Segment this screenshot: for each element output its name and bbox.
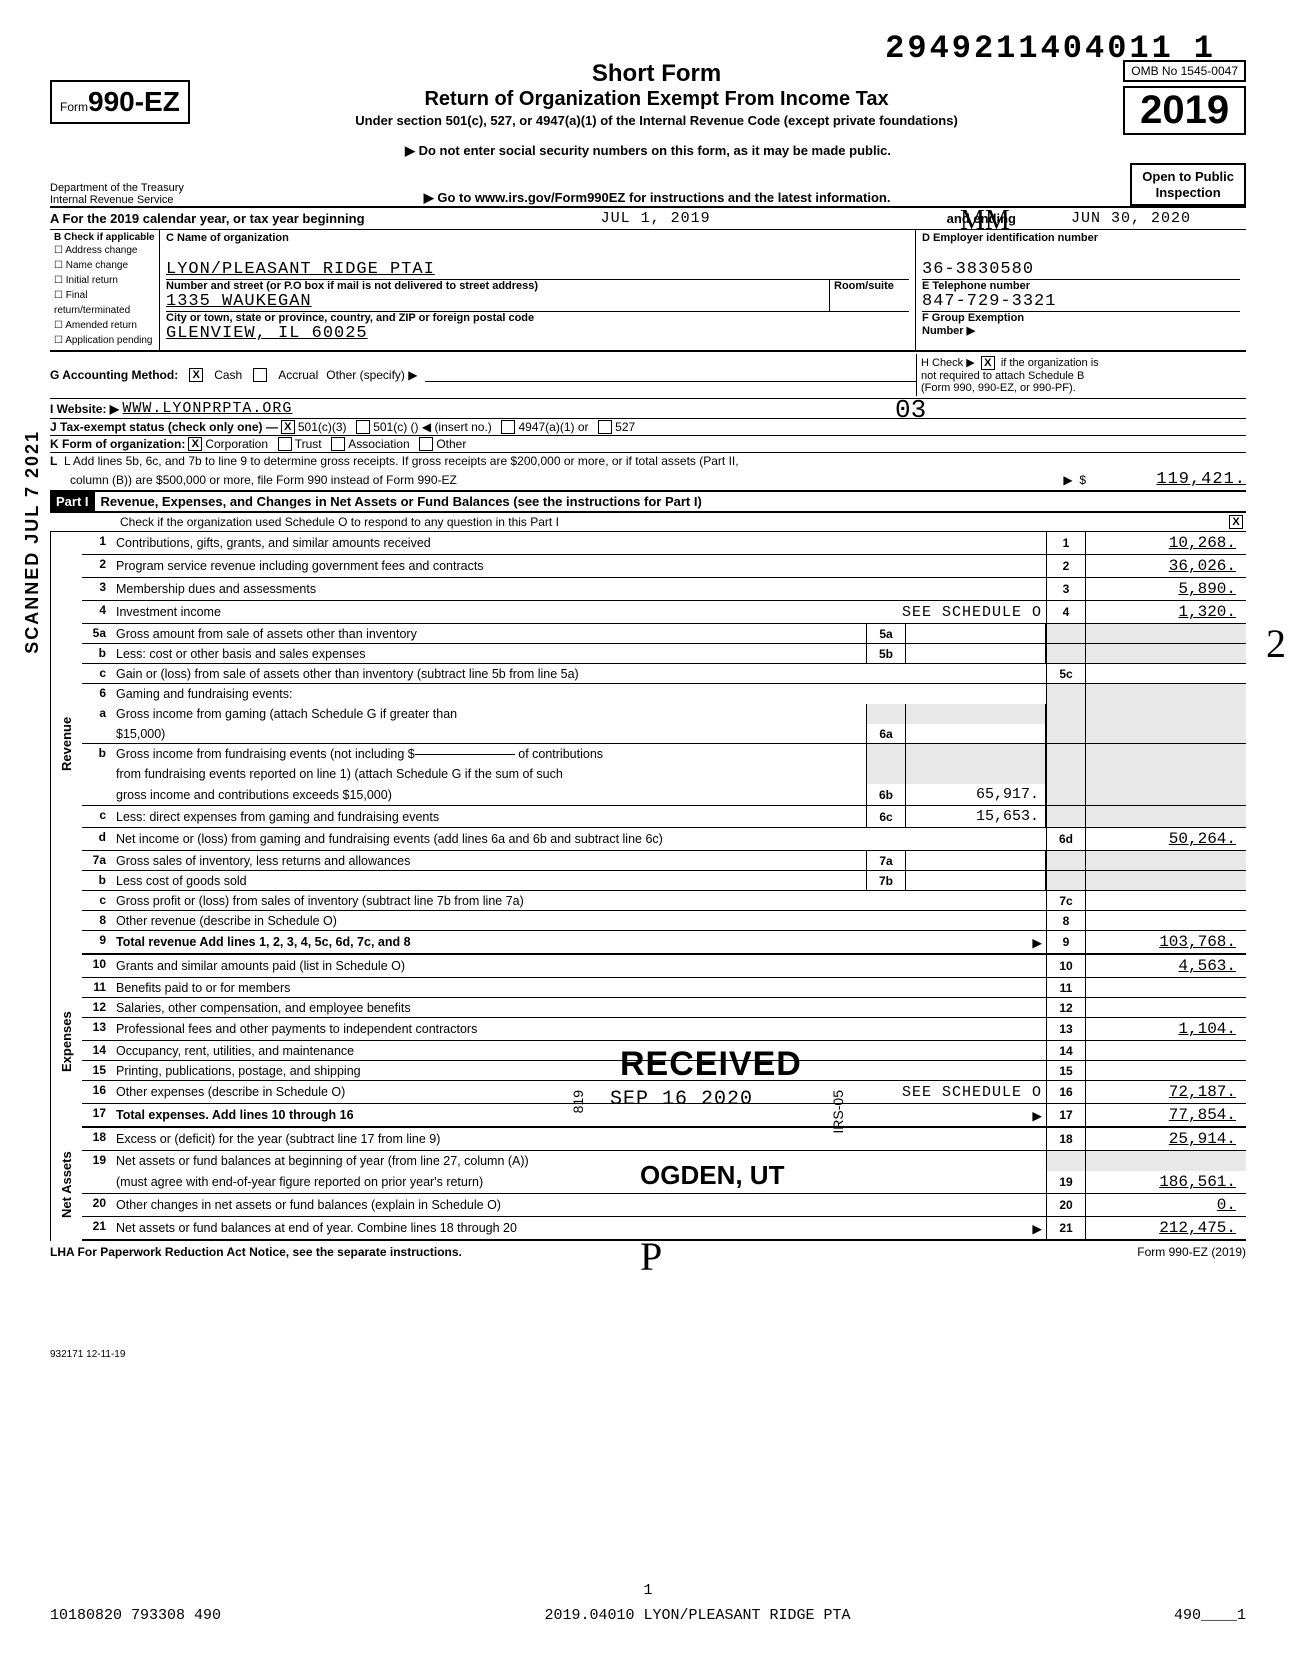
checkbox-other-org[interactable] — [419, 437, 433, 451]
line-6b-3: gross income and contributions exceeds $… — [82, 784, 1246, 806]
col-b-checkboxes: B Check if applicable Address change Nam… — [50, 230, 160, 350]
footer-page-number: 1 — [0, 1582, 1296, 1599]
row-g-accounting: G Accounting Method: XCash Accrual Other… — [50, 368, 916, 382]
row-l-gross-receipts: L L Add lines 5b, 6c, and 7b to line 9 t… — [50, 453, 1246, 469]
footer-rev-code: 932171 12-11-19 — [50, 1349, 1246, 1360]
goto-instructions: ▶ Go to www.irs.gov/Form990EZ for instru… — [184, 190, 1130, 206]
line-21: 21 Net assets or fund balances at end of… — [82, 1217, 1246, 1241]
line-7c: cGross profit or (loss) from sales of in… — [82, 891, 1246, 911]
col-c-org-info: C Name of organization LYON/PLEASANT RID… — [160, 230, 916, 350]
org-city: GLENVIEW, IL 60025 — [166, 324, 909, 343]
line-5b: bLess: cost or other basis and sales exp… — [82, 644, 1246, 664]
part-i-header: Part I Revenue, Expenses, and Changes in… — [50, 491, 1246, 513]
label-phone: E Telephone number — [922, 280, 1240, 292]
gross-receipts-value: 119,421. — [1086, 470, 1246, 489]
footer-bottom: 10180820 793308 490 2019.04010 LYON/PLEA… — [50, 1607, 1246, 1624]
org-street: 1335 WAUKEGAN — [166, 292, 829, 311]
line-5c: cGain or (loss) from sale of assets othe… — [82, 664, 1246, 684]
open-to-public: Open to Public Inspection — [1130, 163, 1246, 206]
line-7b: bLess cost of goods sold 7b — [82, 871, 1246, 891]
line-13: 13Professional fees and other payments t… — [82, 1018, 1246, 1041]
stamp-received: RECEIVED — [620, 1045, 802, 1084]
checkbox-sched-b[interactable]: X — [981, 356, 995, 370]
stamp-date: SEP 16 2020 — [610, 1088, 753, 1111]
label-group-exemption: F Group Exemption — [922, 312, 1240, 324]
line-10: 10 Grants and similar amounts paid (list… — [82, 955, 1246, 978]
stamp-irs: IRS-05 — [830, 1090, 846, 1134]
line-6b: b Gross income from fundraising events (… — [82, 744, 1246, 764]
phone-value: 847-729-3321 — [922, 292, 1240, 311]
handwriting-p: P — [640, 1233, 662, 1280]
handwriting-03: 03 — [895, 395, 926, 425]
department-label: Department of the Treasury Internal Reve… — [50, 182, 184, 206]
stamp-ogden: OGDEN, UT — [640, 1160, 784, 1191]
line-6c: cLess: direct expenses from gaming and f… — [82, 806, 1246, 828]
checkbox-4947[interactable] — [501, 420, 515, 434]
title-under: Under section 501(c), 527, or 4947(a)(1)… — [200, 113, 1113, 128]
line-3: 3Membership dues and assessments 35,890. — [82, 578, 1246, 601]
website-value: WWW.LYONPRPTA.ORG — [122, 400, 292, 417]
warning-ssn: ▶ Do not enter social security numbers o… — [50, 143, 1246, 159]
line-1: 1Contributions, gifts, grants, and simil… — [82, 532, 1246, 555]
checkbox-address-change[interactable]: Address change — [54, 243, 155, 258]
sidebar-net-assets: Net Assets — [50, 1128, 82, 1241]
tax-year: 2019 — [1123, 86, 1246, 135]
title-block: Short Form Return of Organization Exempt… — [190, 60, 1123, 135]
form-label: Form 990-EZ — [50, 60, 190, 135]
line-7a: 7aGross sales of inventory, less returns… — [82, 851, 1246, 871]
line-6: 6Gaming and fundraising events: — [82, 684, 1246, 704]
row-k-form-org: K Form of organization: XCorporation Tru… — [50, 436, 1246, 453]
checkbox-name-change[interactable]: Name change — [54, 258, 155, 273]
line-4: 4 Investment incomeSEE SCHEDULE O 41,320… — [82, 601, 1246, 624]
stamp-scanned: SCANNED JUL 7 2021 — [22, 430, 43, 654]
line-11: 11Benefits paid to or for members 11 — [82, 978, 1246, 998]
row-l-line2: column (B)) are $500,000 or more, file F… — [50, 469, 1246, 491]
checkbox-application-pending[interactable]: Application pending — [54, 333, 155, 348]
line-6d: dNet income or (loss) from gaming and fu… — [82, 828, 1246, 851]
sidebar-revenue: Revenue — [50, 532, 82, 955]
row-i-website: I Website: ▶ WWW.LYONPRPTA.ORG — [50, 399, 1246, 419]
checkbox-corporation[interactable]: X — [188, 437, 202, 451]
title-main: Return of Organization Exempt From Incom… — [200, 88, 1113, 111]
line-20: 20Other changes in net assets or fund ba… — [82, 1194, 1246, 1217]
line-8: 8Other revenue (describe in Schedule O) … — [82, 911, 1246, 931]
checkbox-schedule-o[interactable]: X — [1229, 515, 1243, 529]
line-18: 18Excess or (deficit) for the year (subt… — [82, 1128, 1246, 1151]
line-6a-2: $15,000) 6a — [82, 724, 1246, 744]
handwriting-2: 2 — [1266, 620, 1286, 667]
document-id: 29492114040111 — [885, 30, 1216, 67]
checkbox-initial-return[interactable]: Initial return — [54, 273, 155, 288]
col-h-schedule-b: H Check ▶ X if the organization is not r… — [916, 354, 1246, 396]
checkbox-amended-return[interactable]: Amended return — [54, 318, 155, 333]
line-12: 12Salaries, other compensation, and empl… — [82, 998, 1246, 1018]
line-5a: 5aGross amount from sale of assets other… — [82, 624, 1246, 644]
line-6a: aGross income from gaming (attach Schedu… — [82, 704, 1246, 724]
part-i-check-sched-o: Check if the organization used Schedule … — [50, 513, 1246, 532]
org-name: LYON/PLEASANT RIDGE PTAI — [166, 260, 909, 279]
checkbox-cash[interactable]: X — [189, 368, 203, 382]
checkbox-final-return[interactable]: Final return/terminated — [54, 288, 155, 318]
ein-value: 36-3830580 — [922, 260, 1240, 279]
handwriting-initials: MM — [960, 205, 1010, 237]
checkbox-association[interactable] — [331, 437, 345, 451]
checkbox-accrual[interactable] — [253, 368, 267, 382]
sidebar-expenses: Expenses — [50, 955, 82, 1128]
checkbox-527[interactable] — [598, 420, 612, 434]
checkbox-trust[interactable] — [278, 437, 292, 451]
line-9: 9 Total revenue Add lines 1, 2, 3, 4, 5c… — [82, 931, 1246, 955]
checkbox-501c[interactable] — [356, 420, 370, 434]
line-2: 2Program service revenue including gover… — [82, 555, 1246, 578]
line-6b-2: from fundraising events reported on line… — [82, 764, 1246, 784]
checkbox-501c3[interactable]: X — [281, 420, 295, 434]
row-j-tax-exempt: J Tax-exempt status (check only one) — X… — [50, 419, 1246, 436]
row-a-tax-year: A For the 2019 calendar year, or tax yea… — [50, 206, 1246, 230]
stamp-819: 819 — [570, 1090, 586, 1113]
